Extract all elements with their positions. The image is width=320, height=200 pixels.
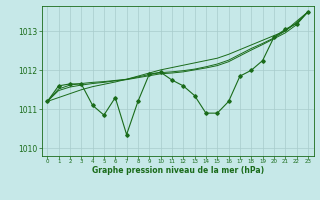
X-axis label: Graphe pression niveau de la mer (hPa): Graphe pression niveau de la mer (hPa)	[92, 166, 264, 175]
